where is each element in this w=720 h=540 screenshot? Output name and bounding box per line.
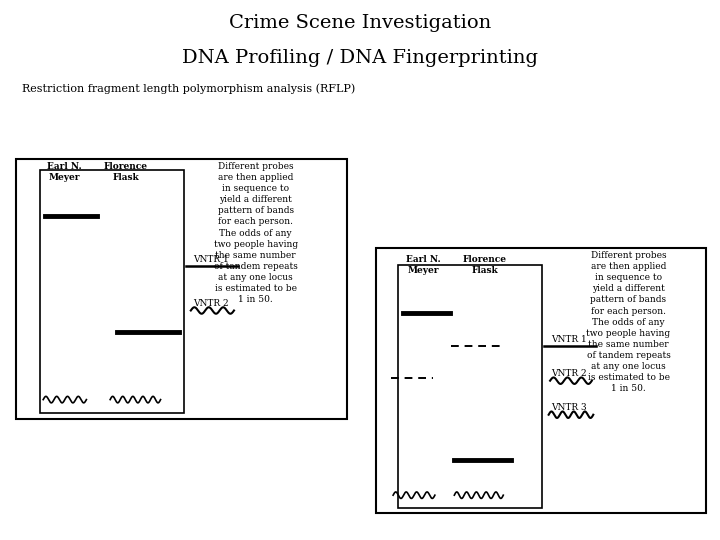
Text: Florence
Flask: Florence Flask — [104, 162, 148, 182]
Text: VNTR 2: VNTR 2 — [551, 369, 586, 378]
Text: Restriction fragment length polymorphism analysis (RFLP): Restriction fragment length polymorphism… — [22, 84, 355, 94]
Text: VNTR 2: VNTR 2 — [193, 299, 228, 308]
Bar — [16, 159, 347, 418]
Bar — [40, 170, 184, 413]
Bar — [376, 248, 706, 513]
Text: Earl N.
Meyer: Earl N. Meyer — [406, 255, 441, 275]
Text: VNTR 1: VNTR 1 — [193, 255, 229, 264]
Text: Different probes
are then applied
in sequence to
yield a different
pattern of ba: Different probes are then applied in seq… — [587, 251, 670, 393]
Bar — [398, 265, 542, 508]
Text: VNTR 3: VNTR 3 — [551, 403, 586, 412]
Text: Florence
Flask: Florence Flask — [462, 255, 507, 275]
Text: DNA Profiling / DNA Fingerprinting: DNA Profiling / DNA Fingerprinting — [182, 49, 538, 66]
Text: Earl N.
Meyer: Earl N. Meyer — [48, 162, 82, 182]
Text: Different probes
are then applied
in sequence to
yield a different
pattern of ba: Different probes are then applied in seq… — [214, 162, 297, 304]
Text: VNTR 1: VNTR 1 — [551, 335, 587, 343]
Text: Crime Scene Investigation: Crime Scene Investigation — [229, 14, 491, 31]
